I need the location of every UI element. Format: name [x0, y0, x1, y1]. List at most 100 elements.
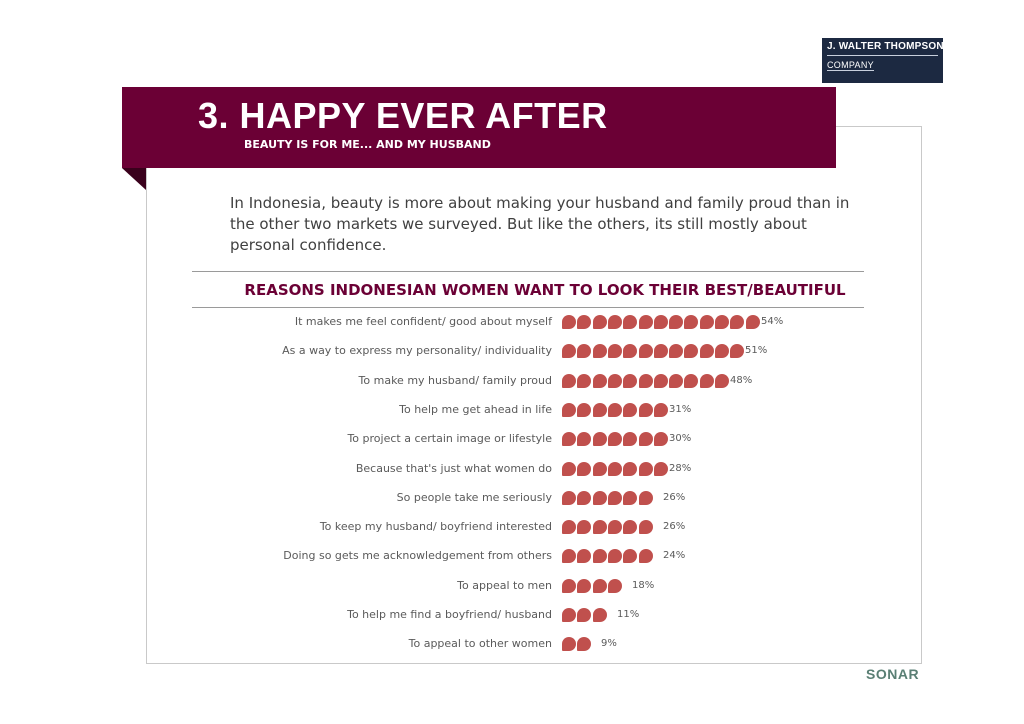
bar-dot [577, 549, 591, 563]
bar-dot [593, 579, 607, 593]
bar-dot [562, 403, 576, 417]
value-label: 48% [730, 375, 753, 386]
logo-divider [827, 55, 938, 56]
bar-dot [562, 344, 576, 358]
bar-dot [593, 520, 607, 534]
bar-dot [577, 520, 591, 534]
bar-dot [577, 462, 591, 476]
bar-dot [639, 432, 653, 446]
category-label: So people take me seriously [396, 491, 552, 504]
bar-dot [623, 462, 637, 476]
value-label: 9% [601, 638, 617, 649]
bar-dot [577, 315, 591, 329]
bar-dot [623, 549, 637, 563]
bar-dot [654, 403, 668, 417]
bar-dot [577, 344, 591, 358]
jwt-logo: J. WALTER THOMPSON COMPANY [822, 38, 944, 83]
bar-dot [684, 315, 698, 329]
category-label: As a way to express my personality/ indi… [282, 344, 552, 357]
category-label: To make my husband/ family proud [358, 374, 552, 387]
bar-dot [700, 315, 714, 329]
bar-dot [608, 520, 622, 534]
bar-dot [577, 403, 591, 417]
bar-dot [700, 374, 714, 388]
bar-dot [608, 491, 622, 505]
bar-dot [746, 315, 760, 329]
page-title: 3. HAPPY EVER AFTER [198, 95, 608, 136]
value-label: 18% [632, 580, 655, 591]
chart-title: REASONS INDONESIAN WOMEN WANT TO LOOK TH… [244, 281, 846, 299]
sonar-logo: SONAR [866, 666, 920, 682]
bar-dot [562, 374, 576, 388]
logo-company: COMPANY [827, 60, 938, 71]
bar-dot [593, 462, 607, 476]
bar-dot [577, 432, 591, 446]
value-label: 24% [663, 550, 686, 561]
bar-dot [562, 549, 576, 563]
bar-dot [562, 608, 576, 622]
value-label: 26% [663, 521, 686, 532]
bar-dot [639, 403, 653, 417]
bar-dot [623, 520, 637, 534]
bar-dot [669, 374, 683, 388]
bar-dot [593, 491, 607, 505]
bar-dot [639, 549, 653, 563]
intro-text: In Indonesia, beauty is more about makin… [230, 194, 850, 254]
bar-dot [730, 344, 744, 358]
category-label: To project a certain image or lifestyle [347, 432, 552, 445]
bar-dot [608, 432, 622, 446]
bar-dot [715, 344, 729, 358]
bar-dot [684, 344, 698, 358]
bar-dot [654, 315, 668, 329]
bar-dot [654, 374, 668, 388]
value-label: 30% [669, 433, 692, 444]
bar-dot [715, 374, 729, 388]
bar-dot [593, 549, 607, 563]
category-label: Doing so gets me acknowledgement from ot… [283, 549, 552, 562]
bar-dot [639, 520, 653, 534]
bar-dot [577, 637, 591, 651]
bar-dot [730, 315, 744, 329]
bar-dot [593, 432, 607, 446]
logo-name: J. WALTER THOMPSON [827, 41, 944, 52]
bar-dot [562, 637, 576, 651]
bar-dot [608, 403, 622, 417]
bar-dot [562, 579, 576, 593]
value-label: 11% [617, 609, 640, 620]
bar-dot [623, 432, 637, 446]
value-label: 54% [761, 316, 784, 327]
category-label: To keep my husband/ boyfriend interested [319, 520, 552, 533]
banner-fold [122, 168, 146, 190]
bar-dot [562, 432, 576, 446]
bar-dot [593, 403, 607, 417]
bar-dot [623, 315, 637, 329]
chart-top-rule [192, 271, 864, 272]
bar-dot [669, 315, 683, 329]
bar-dot [639, 462, 653, 476]
value-label: 31% [669, 404, 692, 415]
bar-dot [593, 608, 607, 622]
bar-dot [562, 520, 576, 534]
category-label: To help me find a boyfriend/ husband [347, 608, 552, 621]
bar-dot [623, 344, 637, 358]
category-label: To help me get ahead in life [399, 403, 552, 416]
bar-dot [608, 374, 622, 388]
value-label: 51% [745, 345, 768, 356]
bar-dot [593, 344, 607, 358]
bar-dot [654, 344, 668, 358]
bar-dot [562, 462, 576, 476]
bar-dot [577, 374, 591, 388]
bar-dot [577, 579, 591, 593]
category-label: Because that's just what women do [355, 462, 552, 475]
bar-dot [654, 462, 668, 476]
bar-dot [593, 315, 607, 329]
bar-dot [608, 315, 622, 329]
bar-dot [639, 344, 653, 358]
bar-dot [608, 462, 622, 476]
bar-dot [684, 374, 698, 388]
bar-dot [700, 344, 714, 358]
bar-dot [654, 432, 668, 446]
bar-dot [623, 374, 637, 388]
category-label: To appeal to other women [408, 637, 552, 650]
bar-dot [562, 491, 576, 505]
